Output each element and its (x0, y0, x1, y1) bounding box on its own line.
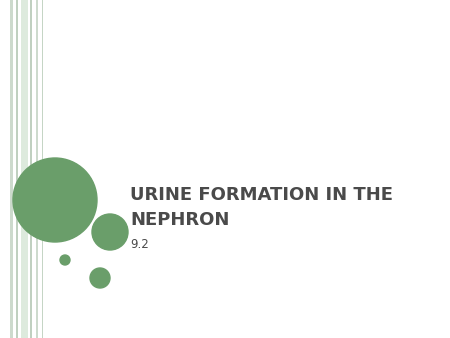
Ellipse shape (90, 268, 110, 288)
Bar (16, 0, 18, 338)
Text: URINE FORMATION IN THE: URINE FORMATION IN THE (130, 186, 393, 204)
Bar (21, 0, 28, 338)
Bar (30, 0, 32, 338)
Ellipse shape (13, 158, 97, 242)
Ellipse shape (60, 255, 70, 265)
Bar (10, 0, 13, 338)
Ellipse shape (92, 214, 128, 250)
Bar (36, 0, 38, 338)
Text: NEPHRON: NEPHRON (130, 211, 230, 229)
Bar (42, 0, 44, 338)
Text: 9.2: 9.2 (130, 239, 149, 251)
